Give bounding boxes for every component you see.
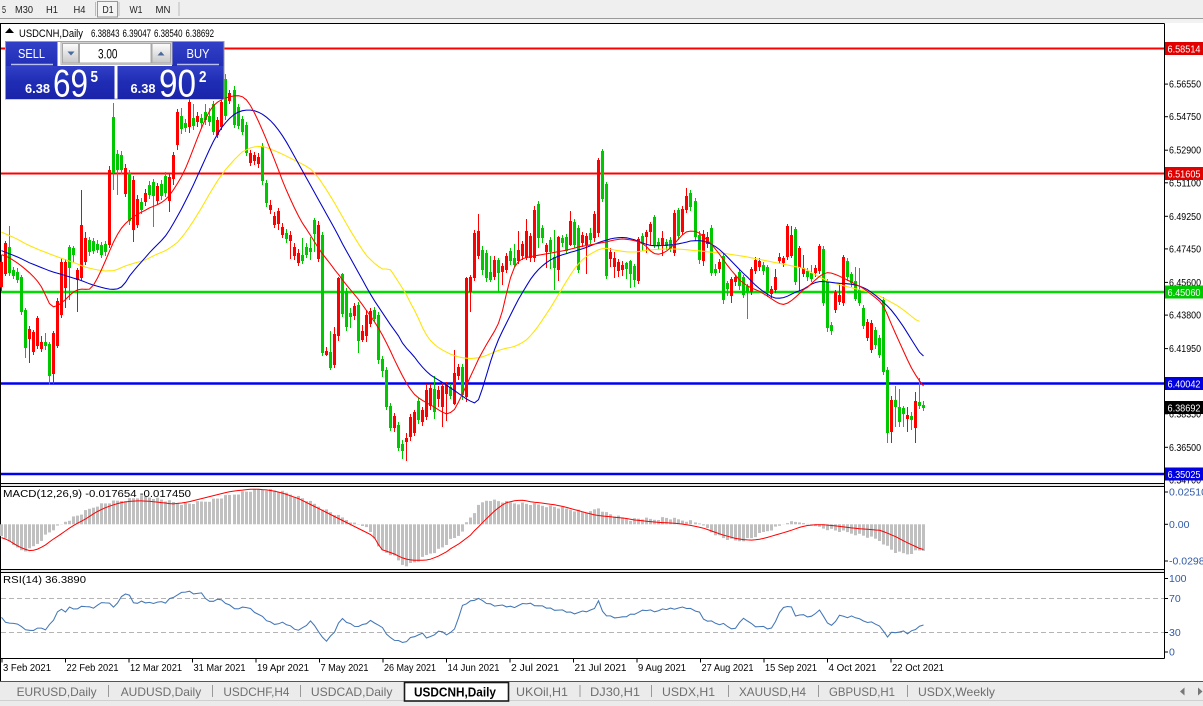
svg-text:M30: M30 [15,4,33,16]
svg-text:5: 5 [91,69,99,86]
svg-text:27 Aug 2021: 27 Aug 2021 [702,662,754,674]
svg-text:9 Aug 2021: 9 Aug 2021 [638,662,686,674]
svg-text:USDX,H1: USDX,H1 [662,685,715,699]
svg-text:H4: H4 [74,4,86,16]
svg-text:USDX,Weekly: USDX,Weekly [918,685,995,699]
svg-text:DJ30,H1: DJ30,H1 [590,685,640,699]
svg-text:BUY: BUY [187,47,211,61]
svg-text:USDCHF,H4: USDCHF,H4 [223,685,289,699]
svg-text:12 Mar 2021: 12 Mar 2021 [130,662,182,674]
svg-text:MACD(12,26,9) -0.017654 -0.017: MACD(12,26,9) -0.017654 -0.017450 [3,488,191,500]
svg-text:USDCNH,Daily: USDCNH,Daily [414,686,496,700]
svg-text:6.49250: 6.49250 [1169,211,1201,223]
svg-text:0.00: 0.00 [1169,519,1190,531]
svg-text:XAUUSD,H4: XAUUSD,H4 [739,685,806,699]
svg-text:21 Jul 2021: 21 Jul 2021 [575,662,627,674]
svg-text:6.40042: 6.40042 [1168,378,1201,390]
svg-text:15 Sep 2021: 15 Sep 2021 [765,662,817,674]
svg-text:90: 90 [159,63,196,106]
svg-text:6.38692: 6.38692 [186,28,215,40]
svg-text:7 May 2021: 7 May 2021 [321,662,369,674]
svg-text:6.51605: 6.51605 [1168,168,1201,180]
svg-text:6.38540: 6.38540 [154,28,183,40]
svg-text:22 Oct 2021: 22 Oct 2021 [892,662,944,674]
svg-text:6.51100: 6.51100 [1169,177,1201,189]
svg-text:22 Feb 2021: 22 Feb 2021 [67,662,119,674]
svg-text:19 Apr 2021: 19 Apr 2021 [257,662,309,674]
svg-text:AUDUSD,Daily: AUDUSD,Daily [121,685,202,699]
svg-text:6.54750: 6.54750 [1169,111,1201,123]
svg-text:6.35025: 6.35025 [1168,469,1201,481]
svg-text:W1: W1 [130,4,143,16]
svg-text:6.38843: 6.38843 [91,28,120,40]
svg-text:5: 5 [2,4,6,16]
svg-text:69: 69 [53,63,88,106]
svg-text:6.38692: 6.38692 [1168,402,1201,414]
svg-text:UKOil,H1: UKOil,H1 [516,685,568,699]
svg-text:D1: D1 [103,4,114,16]
svg-text:6.36500: 6.36500 [1169,442,1201,454]
svg-text:70: 70 [1169,593,1181,605]
svg-text:-0.02988: -0.02988 [1169,556,1203,568]
svg-text:6.38: 6.38 [25,81,50,96]
svg-text:6.45060: 6.45060 [1168,287,1201,299]
svg-text:6.43800: 6.43800 [1169,310,1201,322]
svg-text:USDCAD,Daily: USDCAD,Daily [311,685,393,699]
svg-text:2: 2 [199,69,207,86]
svg-text:RSI(14) 36.3890: RSI(14) 36.3890 [3,574,86,586]
svg-text:30: 30 [1169,627,1181,639]
svg-text:26 May 2021: 26 May 2021 [384,662,436,674]
svg-text:6.39047: 6.39047 [123,28,152,40]
svg-text:6.52900: 6.52900 [1169,145,1201,157]
svg-text:14 Jun 2021: 14 Jun 2021 [448,662,500,674]
svg-text:6.47450: 6.47450 [1169,243,1201,255]
svg-text:H1: H1 [46,4,58,16]
svg-text:2 Jul 2021: 2 Jul 2021 [511,662,559,674]
svg-text:EURUSD,Daily: EURUSD,Daily [17,685,97,699]
svg-text:6.56550: 6.56550 [1169,79,1201,91]
svg-text:100: 100 [1169,573,1187,585]
svg-text:4 Oct 2021: 4 Oct 2021 [829,662,877,674]
svg-text:SELL: SELL [18,47,45,61]
svg-text:6.58514: 6.58514 [1168,43,1201,55]
svg-text:GBPUSD,H1: GBPUSD,H1 [829,685,895,699]
svg-text:MN: MN [156,4,171,16]
svg-text:0: 0 [1169,647,1175,659]
svg-text:6.38: 6.38 [131,81,156,96]
svg-text:3 Feb 2021: 3 Feb 2021 [3,662,51,674]
svg-text:31 Mar 2021: 31 Mar 2021 [194,662,246,674]
svg-text:3.00: 3.00 [98,46,118,62]
svg-text:6.41950: 6.41950 [1169,343,1201,355]
svg-text:USDCNH,Daily: USDCNH,Daily [19,28,83,40]
